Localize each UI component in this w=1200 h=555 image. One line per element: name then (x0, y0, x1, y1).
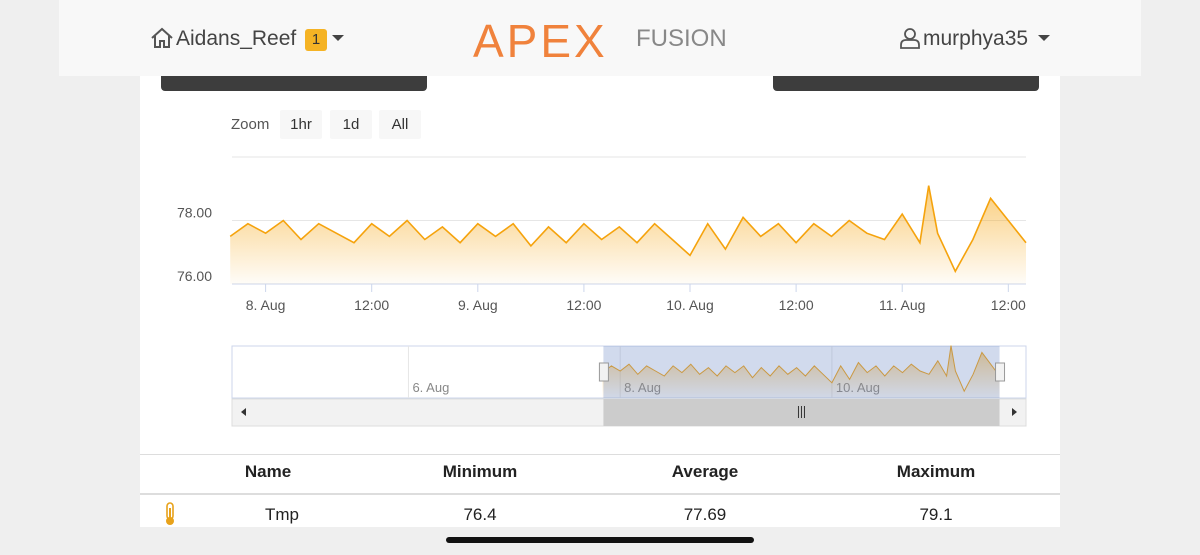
logo: APEX (473, 15, 608, 67)
x-tick-label: 9. Aug (458, 297, 498, 313)
caret (332, 35, 344, 41)
cell: 79.1 (919, 505, 953, 524)
y-tick-label: 76.00 (177, 268, 212, 284)
chart: 76.00 78.00 8. Aug 12:00 9. Aug 12:00 10. Aug 1… (177, 156, 1027, 427)
x-tick-label: 10. Aug (666, 297, 714, 313)
user-name[interactable]: murphya35 (923, 27, 1029, 50)
divider (140, 493, 1060, 495)
cell: 76.4 (463, 505, 497, 524)
navigator-selection (603, 346, 1000, 398)
home-indicator[interactable] (446, 537, 754, 543)
scroll-right[interactable] (1012, 408, 1017, 416)
dark-button[interactable] (773, 76, 1039, 91)
zoom-button[interactable]: All (379, 110, 421, 139)
x-tick-label: 11. Aug (879, 297, 925, 313)
badge[interactable]: 1 (305, 29, 327, 51)
header (59, 0, 1141, 76)
y-tick-label: 78.00 (177, 205, 212, 221)
navigator-line-area (602, 345, 1000, 398)
navigator-line (602, 345, 1000, 393)
navigator-handle[interactable] (995, 362, 1006, 382)
site-name[interactable]: Aidans_Reef (176, 27, 297, 50)
divider (140, 454, 1060, 455)
user-icon (900, 28, 920, 49)
logo-sub: FUSION (636, 25, 727, 52)
x-tick-label: 12:00 (991, 297, 1026, 313)
zoom-button[interactable]: 1hr (280, 110, 322, 139)
cell: 77.69 (683, 505, 727, 524)
home-icon (151, 27, 173, 48)
thermometer-icon (166, 502, 174, 525)
x-tick-label: 8. Aug (246, 297, 286, 313)
cell: Tmp (265, 505, 299, 524)
navigator-tick-label: 6. Aug (412, 380, 449, 395)
x-tick-label: 12:00 (566, 297, 601, 313)
scroll-left[interactable] (241, 408, 246, 416)
col-header: Name (244, 462, 292, 481)
dark-button[interactable] (161, 76, 427, 91)
col-header: Average (671, 462, 739, 481)
zoom-label: Zoom (231, 116, 270, 133)
zoom-button[interactable]: 1d (330, 110, 372, 139)
x-tick-label: 12:00 (779, 297, 814, 313)
x-tick-label: 12:00 (354, 297, 389, 313)
line (229, 185, 1027, 274)
col-header: Maximum (896, 462, 976, 481)
caret (1038, 35, 1050, 41)
navigator-handle[interactable] (598, 362, 609, 382)
col-header: Minimum (442, 462, 518, 481)
